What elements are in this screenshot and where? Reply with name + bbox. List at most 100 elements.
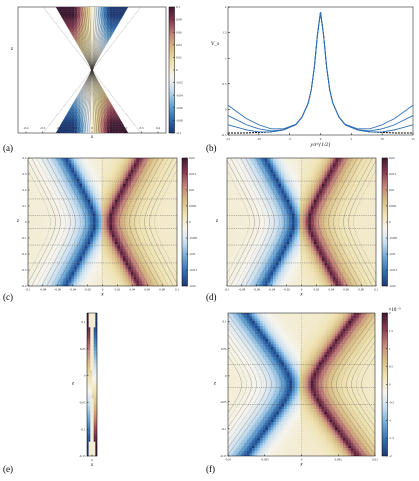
field-cell bbox=[142, 91, 145, 93]
field-cell bbox=[154, 45, 157, 47]
field-cell bbox=[55, 206, 58, 210]
field-cell bbox=[106, 67, 110, 71]
field-cell bbox=[30, 213, 34, 217]
field-cell bbox=[145, 81, 148, 83]
field-cell bbox=[84, 237, 88, 240]
field-cell bbox=[77, 107, 81, 111]
field-cell bbox=[24, 18, 27, 20]
field-cell bbox=[97, 63, 102, 66]
field-cell bbox=[48, 7, 51, 9]
field-cell bbox=[90, 211, 94, 215]
field-cell bbox=[112, 59, 116, 62]
field-cell bbox=[115, 15, 119, 18]
field-cell bbox=[33, 255, 37, 259]
field-cell bbox=[33, 169, 37, 173]
field-cell bbox=[71, 19, 75, 22]
field-cell bbox=[51, 62, 54, 64]
field-cell bbox=[148, 43, 151, 45]
field-cell bbox=[100, 7, 104, 10]
field-cell bbox=[97, 25, 102, 29]
field-cell bbox=[79, 209, 83, 212]
field-cell bbox=[76, 260, 80, 263]
field-cell bbox=[68, 227, 72, 231]
field-cell bbox=[41, 188, 45, 191]
field-cell bbox=[111, 188, 115, 191]
field-cell bbox=[133, 123, 136, 125]
field-cell bbox=[68, 248, 72, 252]
field-cell bbox=[38, 174, 42, 177]
field-cell bbox=[74, 211, 77, 215]
field-cell bbox=[30, 239, 34, 242]
field-cell bbox=[24, 60, 27, 62]
field-cell bbox=[98, 276, 102, 280]
field-cell bbox=[87, 251, 91, 254]
field-cell bbox=[160, 9, 163, 11]
field-cell bbox=[18, 53, 21, 55]
field-cell bbox=[115, 88, 119, 92]
field-cell bbox=[106, 183, 110, 187]
field-cell bbox=[114, 178, 118, 182]
field-cell bbox=[27, 55, 30, 57]
field-cell bbox=[89, 84, 93, 87]
field-cell bbox=[71, 216, 75, 219]
field-cell bbox=[27, 26, 30, 28]
field-cell bbox=[28, 237, 31, 240]
panel-b: -15 -10 -5 0 5 10 1521.510.50-0.5y/ε^{1/2}V_s(… bbox=[206, 5, 415, 153]
field-cell bbox=[130, 87, 133, 89]
field-cell bbox=[154, 97, 157, 99]
field-cell bbox=[84, 283, 88, 286]
field-cell bbox=[44, 206, 48, 210]
field-cell bbox=[139, 118, 142, 120]
field-cell bbox=[36, 99, 39, 101]
field-cell bbox=[106, 241, 110, 245]
field-cell bbox=[24, 28, 27, 30]
field-cell bbox=[74, 97, 78, 100]
field-cell bbox=[97, 116, 102, 119]
field-cell bbox=[160, 51, 163, 53]
field-cell bbox=[55, 112, 57, 115]
field-cell bbox=[18, 83, 21, 85]
field-cell bbox=[84, 218, 88, 221]
field-cell bbox=[44, 171, 48, 175]
field-cell bbox=[57, 183, 61, 187]
field-cell bbox=[114, 220, 118, 224]
field-cell bbox=[44, 167, 48, 170]
field-cell bbox=[46, 239, 50, 242]
field-cell bbox=[136, 114, 139, 116]
field-cell bbox=[30, 43, 33, 45]
field-cell bbox=[114, 239, 118, 242]
field-cell bbox=[56, 53, 60, 56]
field-cell bbox=[71, 9, 75, 12]
field-cell bbox=[44, 272, 48, 275]
field-cell bbox=[79, 248, 83, 252]
field-cell bbox=[30, 91, 33, 93]
field-cell bbox=[93, 169, 96, 173]
field-cell bbox=[42, 110, 45, 112]
field-cell bbox=[74, 246, 77, 249]
field-cell bbox=[68, 84, 72, 87]
field-cell bbox=[21, 70, 24, 72]
field-cell bbox=[51, 45, 54, 47]
field-cell bbox=[21, 55, 24, 57]
field-cell bbox=[33, 209, 37, 212]
field-cell bbox=[95, 230, 99, 233]
field-cell bbox=[68, 103, 72, 106]
field-cell bbox=[111, 213, 115, 217]
field-cell bbox=[33, 158, 37, 161]
field-cell bbox=[90, 188, 94, 191]
field-cell bbox=[103, 70, 107, 73]
field-cell bbox=[59, 51, 63, 54]
field-cell bbox=[74, 160, 77, 163]
field-cell bbox=[57, 192, 61, 196]
field-cell bbox=[115, 13, 119, 16]
field-cell bbox=[48, 64, 51, 66]
field-cell bbox=[118, 107, 122, 111]
field-cell bbox=[90, 227, 94, 231]
field-cell bbox=[90, 169, 94, 173]
field-cell bbox=[117, 188, 121, 191]
field-cell bbox=[89, 88, 93, 92]
field-cell bbox=[121, 51, 125, 54]
field-cell bbox=[95, 265, 99, 268]
field-cell bbox=[106, 206, 110, 210]
field-cell bbox=[71, 38, 75, 41]
